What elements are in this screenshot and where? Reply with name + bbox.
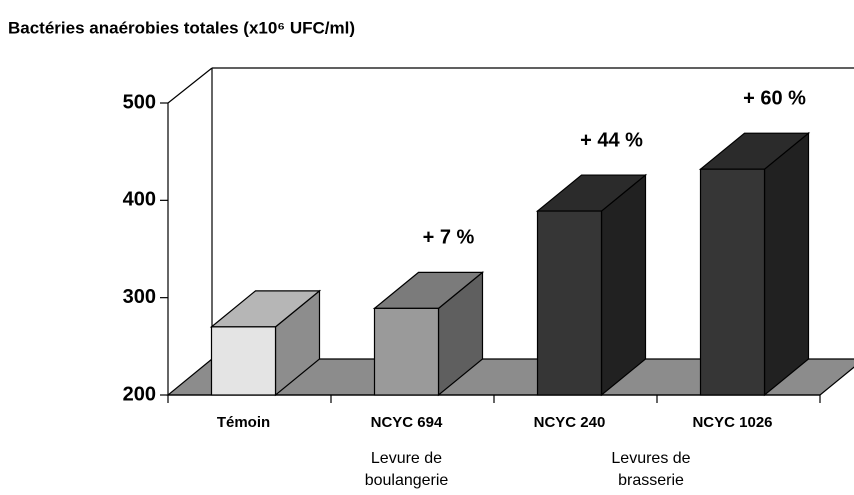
back-wall bbox=[167, 67, 854, 395]
group-label: brasserie bbox=[618, 472, 684, 489]
y-tick-label: 200 bbox=[123, 383, 156, 405]
bar bbox=[373, 307, 440, 396]
x-tick-label: Témoin bbox=[217, 414, 270, 431]
group-label: Levures de bbox=[611, 450, 690, 467]
annotation: + 60 % bbox=[743, 87, 806, 109]
y-tick-label: 400 bbox=[123, 189, 156, 211]
annotation: + 7 % bbox=[423, 227, 475, 249]
y-tick-label: 500 bbox=[123, 91, 156, 113]
bar bbox=[210, 326, 277, 396]
x-tick-label: NCYC 240 bbox=[534, 414, 606, 431]
bar bbox=[699, 168, 766, 396]
bar bbox=[536, 210, 603, 396]
back-wall-edge bbox=[167, 67, 213, 104]
x-tick-label: NCYC 694 bbox=[371, 414, 443, 431]
bar-side bbox=[763, 131, 810, 397]
y-tick-label: 300 bbox=[123, 286, 156, 308]
group-label: Levure de bbox=[371, 450, 442, 467]
bar-side bbox=[600, 173, 647, 397]
chart-title: Bactéries anaérobies totales (x10⁶ UFC/m… bbox=[8, 18, 355, 37]
annotation: + 44 % bbox=[580, 129, 643, 151]
group-label: boulangerie bbox=[365, 472, 449, 489]
x-tick-label: NCYC 1026 bbox=[692, 414, 772, 431]
